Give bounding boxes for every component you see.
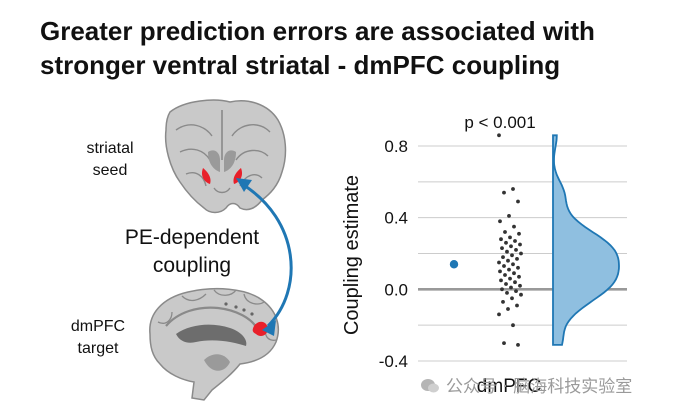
data-point bbox=[513, 239, 517, 243]
dmpfc-target-roi bbox=[252, 321, 268, 336]
data-point bbox=[516, 265, 520, 270]
data-point bbox=[501, 300, 505, 304]
density-curve bbox=[552, 134, 620, 346]
p-value-annotation: p < 0.001 bbox=[464, 113, 535, 132]
data-point bbox=[500, 287, 504, 292]
data-point bbox=[502, 264, 506, 268]
data-point bbox=[511, 262, 515, 267]
striatal-seed-right bbox=[233, 168, 243, 184]
data-point bbox=[503, 273, 507, 277]
data-point bbox=[515, 257, 519, 261]
data-point bbox=[500, 246, 504, 251]
sagittal-brain-icon bbox=[149, 287, 280, 401]
data-point bbox=[515, 303, 519, 308]
data-point bbox=[505, 249, 509, 254]
target-label: dmPFC target bbox=[70, 318, 126, 357]
data-point bbox=[499, 278, 503, 283]
data-point bbox=[518, 283, 522, 288]
density-plot bbox=[552, 134, 620, 346]
y-tick-labels: -0.4 0.0 0.4 0.8 bbox=[379, 137, 408, 371]
data-point bbox=[508, 235, 512, 240]
data-point bbox=[507, 214, 511, 218]
data-point bbox=[514, 248, 518, 252]
y-axis-label: Coupling estimate bbox=[341, 175, 363, 335]
data-point bbox=[516, 343, 520, 347]
group-mean bbox=[449, 260, 459, 269]
data-point bbox=[509, 285, 513, 290]
y-tick-label: 0.8 bbox=[384, 137, 408, 156]
data-point bbox=[498, 219, 502, 224]
mean-point bbox=[449, 260, 459, 269]
schematic-svg bbox=[149, 99, 293, 401]
title-line-1: Greater prediction errors are associated… bbox=[40, 16, 595, 46]
coronal-brain-icon bbox=[164, 99, 287, 214]
striatal-seed-left bbox=[201, 168, 211, 184]
data-point bbox=[504, 282, 508, 286]
data-point bbox=[519, 251, 523, 256]
x-axis-label: dmPFC bbox=[477, 376, 541, 397]
data-point bbox=[506, 258, 510, 263]
data-point bbox=[511, 323, 515, 328]
data-point bbox=[512, 271, 516, 276]
data-point bbox=[505, 291, 509, 295]
data-point bbox=[511, 187, 515, 191]
data-point bbox=[504, 240, 508, 245]
data-points bbox=[497, 133, 523, 347]
figure-title: Greater prediction errors are associated… bbox=[40, 14, 670, 82]
data-point bbox=[502, 341, 506, 345]
watermark-text: 公众号 · 脑海科技实验室 bbox=[446, 377, 633, 397]
data-point bbox=[509, 244, 513, 249]
data-point bbox=[498, 269, 502, 274]
title-line-2: stronger ventral striatal - dmPFC coupli… bbox=[40, 50, 561, 80]
data-point bbox=[517, 274, 521, 279]
data-point bbox=[499, 237, 503, 242]
y-tick-label: 0.4 bbox=[384, 209, 408, 228]
data-point bbox=[516, 199, 520, 204]
data-point bbox=[503, 230, 507, 234]
data-point bbox=[512, 224, 516, 229]
data-point bbox=[519, 292, 523, 297]
data-point bbox=[507, 267, 511, 272]
data-point bbox=[497, 260, 501, 265]
data-point bbox=[514, 289, 518, 293]
data-point bbox=[497, 312, 501, 317]
data-point bbox=[510, 253, 514, 258]
data-point bbox=[508, 276, 512, 281]
y-tick-label: 0.0 bbox=[384, 280, 408, 299]
watermark: 公众号 · 脑海科技实验室 bbox=[420, 372, 632, 397]
wechat-icon bbox=[420, 378, 440, 394]
y-tick-label: -0.4 bbox=[379, 352, 408, 371]
data-point bbox=[501, 255, 505, 259]
data-point bbox=[510, 296, 514, 301]
data-point bbox=[506, 307, 510, 311]
data-point bbox=[513, 280, 517, 285]
data-point bbox=[517, 231, 521, 236]
brain-schematic: striatal seed PE-dependent coupling dmPF… bbox=[0, 90, 330, 413]
data-point bbox=[497, 133, 501, 138]
coupling-label: PE-dependent coupling bbox=[124, 226, 260, 277]
coupling-arrow-icon bbox=[236, 178, 293, 336]
seed-label: striatal seed bbox=[86, 140, 134, 179]
data-point bbox=[518, 242, 522, 247]
data-point bbox=[502, 190, 506, 195]
